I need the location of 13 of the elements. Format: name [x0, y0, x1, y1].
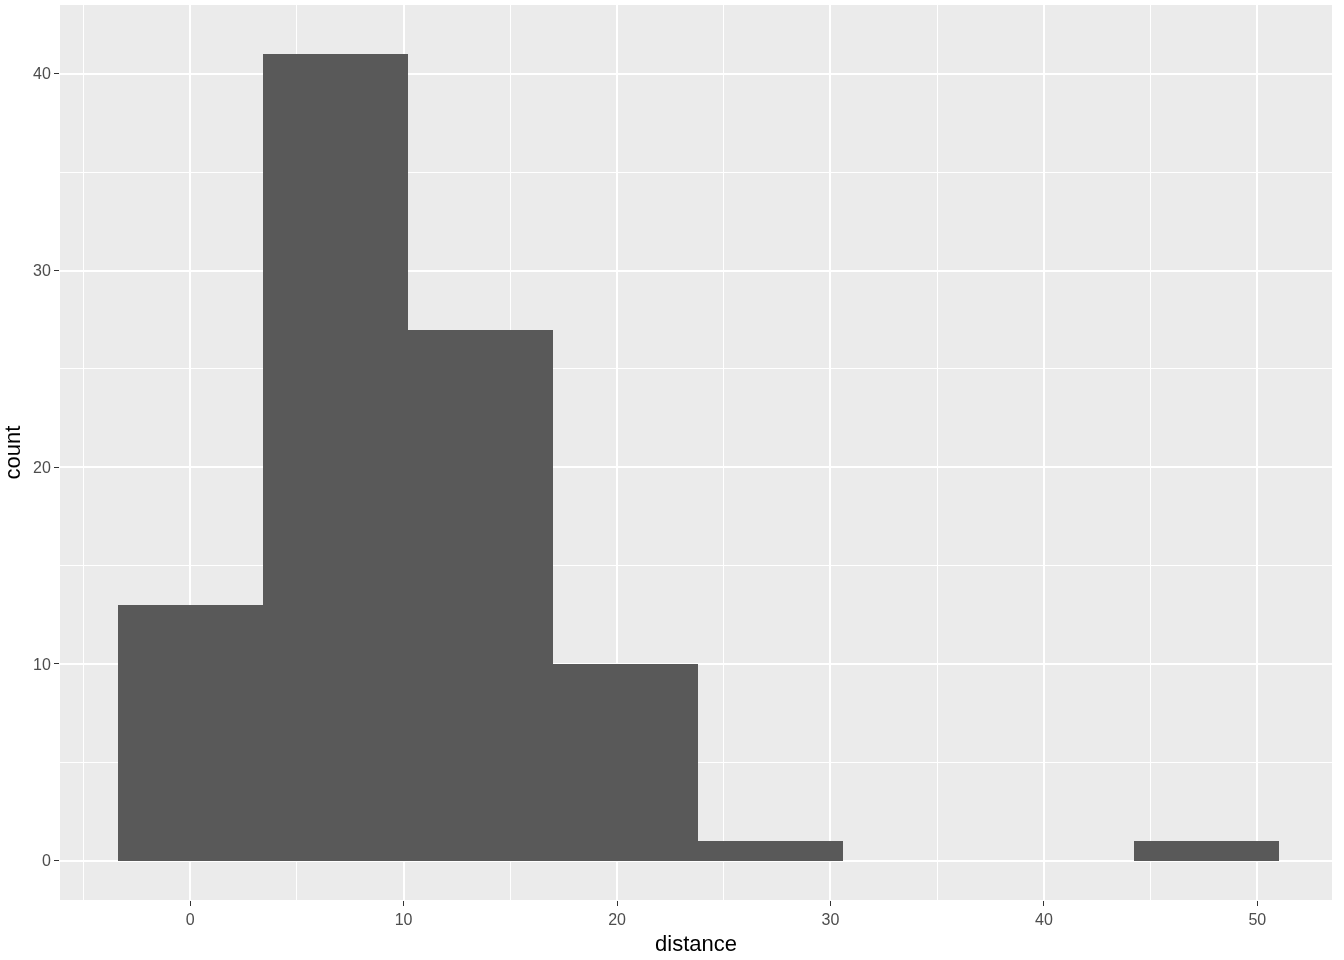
x-tick-label: 20 [608, 911, 627, 929]
x-tick-label: 0 [185, 911, 195, 929]
y-tick-label: 0 [41, 852, 51, 870]
y-tick-label: 30 [33, 262, 51, 280]
x-tick-label: 50 [1248, 911, 1267, 929]
y-tick-label: 10 [33, 655, 51, 673]
x-tick-label: 30 [821, 911, 840, 929]
x-tick-label: 10 [394, 911, 413, 929]
x-tick-label: 40 [1034, 911, 1053, 929]
x-axis-title: distance [655, 931, 737, 957]
y-axis-title: count [0, 425, 25, 480]
y-tick-label: 40 [33, 65, 51, 83]
y-tick-label: 20 [33, 458, 51, 476]
